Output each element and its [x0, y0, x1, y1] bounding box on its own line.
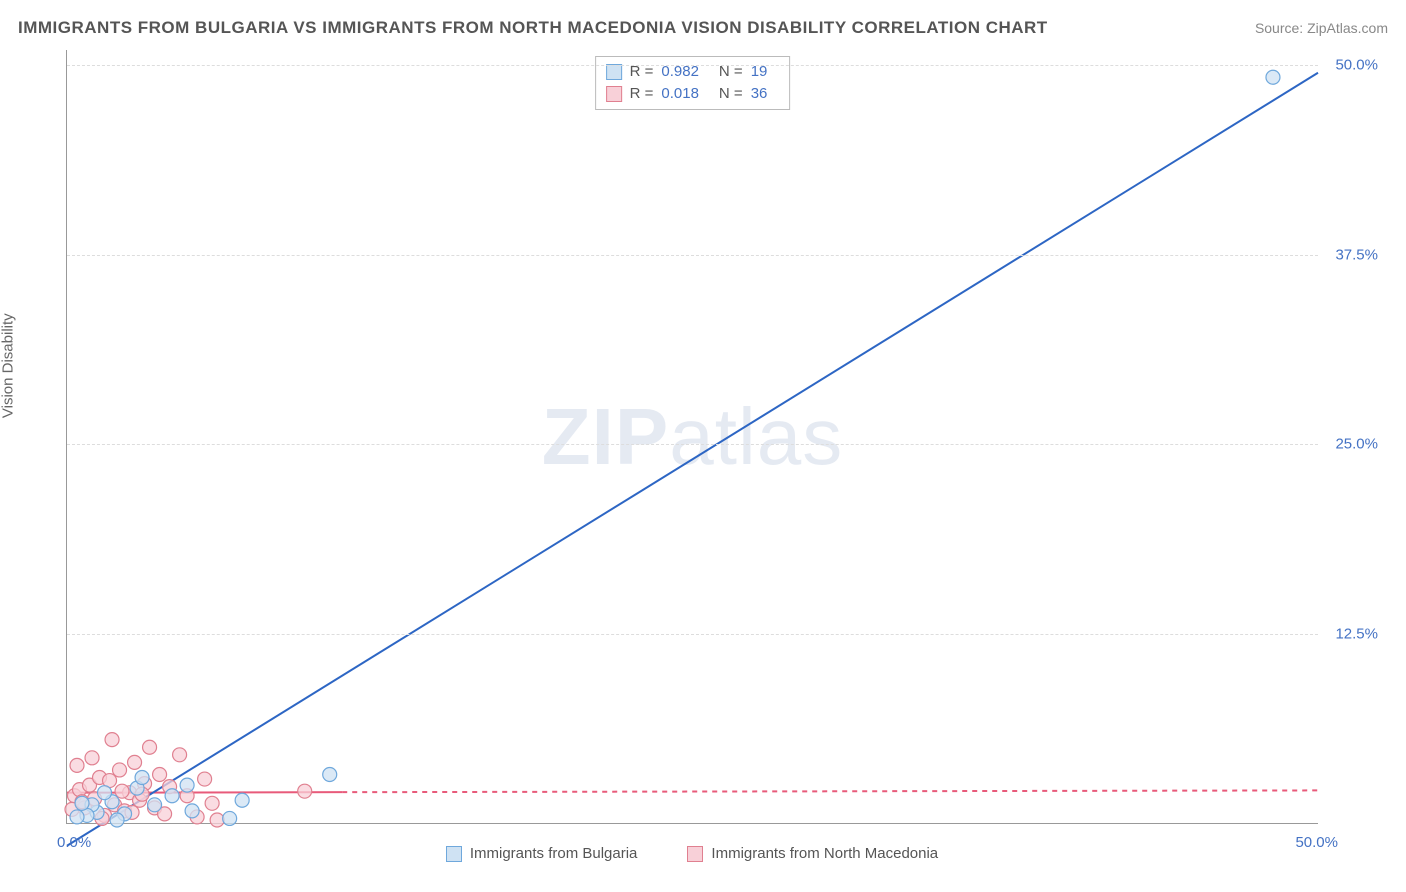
data-point-series-0 [223, 811, 237, 825]
data-point-series-1 [173, 748, 187, 762]
series-legend: Immigrants from Bulgaria Immigrants from… [66, 845, 1318, 862]
series-swatch-1 [687, 846, 703, 862]
data-point-series-0 [75, 796, 89, 810]
y-tick-label: 37.5% [1335, 246, 1378, 263]
gridline [67, 255, 1318, 256]
data-point-series-0 [110, 813, 124, 827]
data-point-series-0 [323, 767, 337, 781]
series-label-0: Immigrants from Bulgaria [470, 845, 638, 862]
trend-line-series-0 [67, 73, 1318, 846]
y-tick-label: 12.5% [1335, 625, 1378, 642]
series-label-1: Immigrants from North Macedonia [711, 845, 938, 862]
data-point-series-0 [180, 778, 194, 792]
data-point-series-0 [98, 786, 112, 800]
y-axis-label: Vision Disability [0, 313, 17, 418]
chart-container: Vision Disability ZIPatlas R = 0.982 N =… [18, 50, 1388, 874]
chart-source: Source: ZipAtlas.com [1255, 20, 1388, 36]
gridline [67, 634, 1318, 635]
data-point-series-0 [1266, 70, 1280, 84]
data-point-series-1 [210, 813, 224, 827]
chart-title: IMMIGRANTS FROM BULGARIA VS IMMIGRANTS F… [18, 18, 1048, 38]
series-swatch-0 [446, 846, 462, 862]
data-point-series-1 [70, 758, 84, 772]
plot-area: ZIPatlas R = 0.982 N = 19 R = 0.018 N = … [66, 50, 1318, 824]
gridline [67, 65, 1318, 66]
data-point-series-1 [153, 767, 167, 781]
y-tick-label: 50.0% [1335, 57, 1378, 74]
data-point-series-0 [148, 798, 162, 812]
plot-svg [67, 50, 1318, 823]
data-point-series-1 [113, 763, 127, 777]
data-point-series-0 [185, 804, 199, 818]
data-point-series-0 [235, 793, 249, 807]
data-point-series-1 [105, 733, 119, 747]
gridline [67, 444, 1318, 445]
data-point-series-1 [298, 784, 312, 798]
series-legend-item-1: Immigrants from North Macedonia [687, 845, 938, 862]
data-point-series-1 [128, 755, 142, 769]
chart-header: IMMIGRANTS FROM BULGARIA VS IMMIGRANTS F… [18, 18, 1388, 38]
y-tick-label: 25.0% [1335, 436, 1378, 453]
data-point-series-1 [143, 740, 157, 754]
data-point-series-0 [70, 810, 84, 824]
data-point-series-1 [115, 784, 129, 798]
data-point-series-1 [198, 772, 212, 786]
data-point-series-1 [85, 751, 99, 765]
data-point-series-1 [205, 796, 219, 810]
trend-line-series-1-dashed [342, 790, 1318, 792]
series-legend-item-0: Immigrants from Bulgaria [446, 845, 638, 862]
data-point-series-0 [135, 771, 149, 785]
data-point-series-0 [165, 789, 179, 803]
